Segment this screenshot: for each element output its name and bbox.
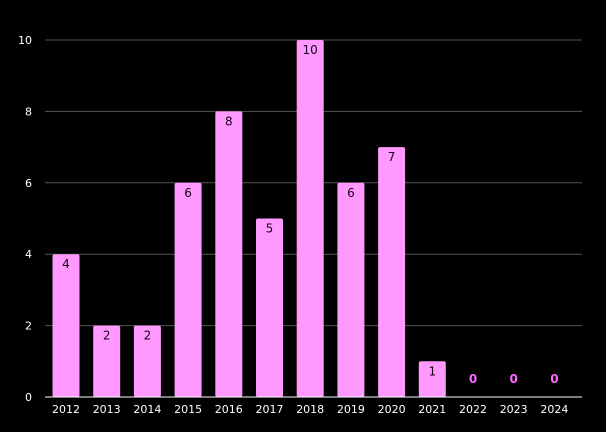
x-tick-label: 2022 xyxy=(459,403,487,416)
bar xyxy=(174,182,202,397)
x-tick-label: 2013 xyxy=(93,403,121,416)
bar xyxy=(296,40,324,397)
bar xyxy=(418,361,446,397)
x-tick-label: 2015 xyxy=(174,403,202,416)
x-tick-label: 2020 xyxy=(378,403,406,416)
x-tick-label: 2012 xyxy=(52,403,80,416)
x-tick-label: 2021 xyxy=(418,403,446,416)
data-label: 7 xyxy=(388,150,396,164)
data-label: 4 xyxy=(62,257,70,271)
bar xyxy=(337,182,365,397)
data-label: 0 xyxy=(469,372,477,386)
x-tick-label: 2018 xyxy=(296,403,324,416)
y-tick-label: 8 xyxy=(25,105,32,118)
x-tick-label: 2019 xyxy=(337,403,365,416)
x-axis-tick-labels: 2012 2013 2014 2015 2016 2017 2018 2019 2020 2021… xyxy=(52,403,568,416)
y-tick-label: 4 xyxy=(25,248,32,261)
bar xyxy=(215,111,243,398)
data-label: 2 xyxy=(144,329,152,343)
data-label: 0 xyxy=(510,372,518,386)
x-tick-label: 2023 xyxy=(500,403,528,416)
data-label: 0 xyxy=(550,372,558,386)
y-tick-label: 0 xyxy=(25,391,32,404)
y-tick-label: 6 xyxy=(25,177,32,190)
y-tick-label: 2 xyxy=(25,320,32,333)
bars xyxy=(52,40,446,398)
bar xyxy=(52,254,80,397)
y-axis-tick-labels: 0 2 4 6 8 10 xyxy=(18,34,32,404)
x-tick-label: 2016 xyxy=(215,403,243,416)
data-label: 1 xyxy=(428,364,436,378)
x-tick-label: 2024 xyxy=(540,403,568,416)
data-label: 8 xyxy=(225,114,233,128)
data-label: 2 xyxy=(103,329,111,343)
bar xyxy=(378,147,406,397)
y-tick-label: 10 xyxy=(18,34,32,47)
data-label: 10 xyxy=(303,43,318,57)
bar xyxy=(93,325,121,397)
data-label: 5 xyxy=(266,222,274,236)
x-tick-label: 2014 xyxy=(133,403,161,416)
data-label: 6 xyxy=(347,186,355,200)
x-tick-label: 2017 xyxy=(256,403,284,416)
bar xyxy=(133,325,161,397)
data-label: 6 xyxy=(184,186,192,200)
bar xyxy=(256,218,283,397)
